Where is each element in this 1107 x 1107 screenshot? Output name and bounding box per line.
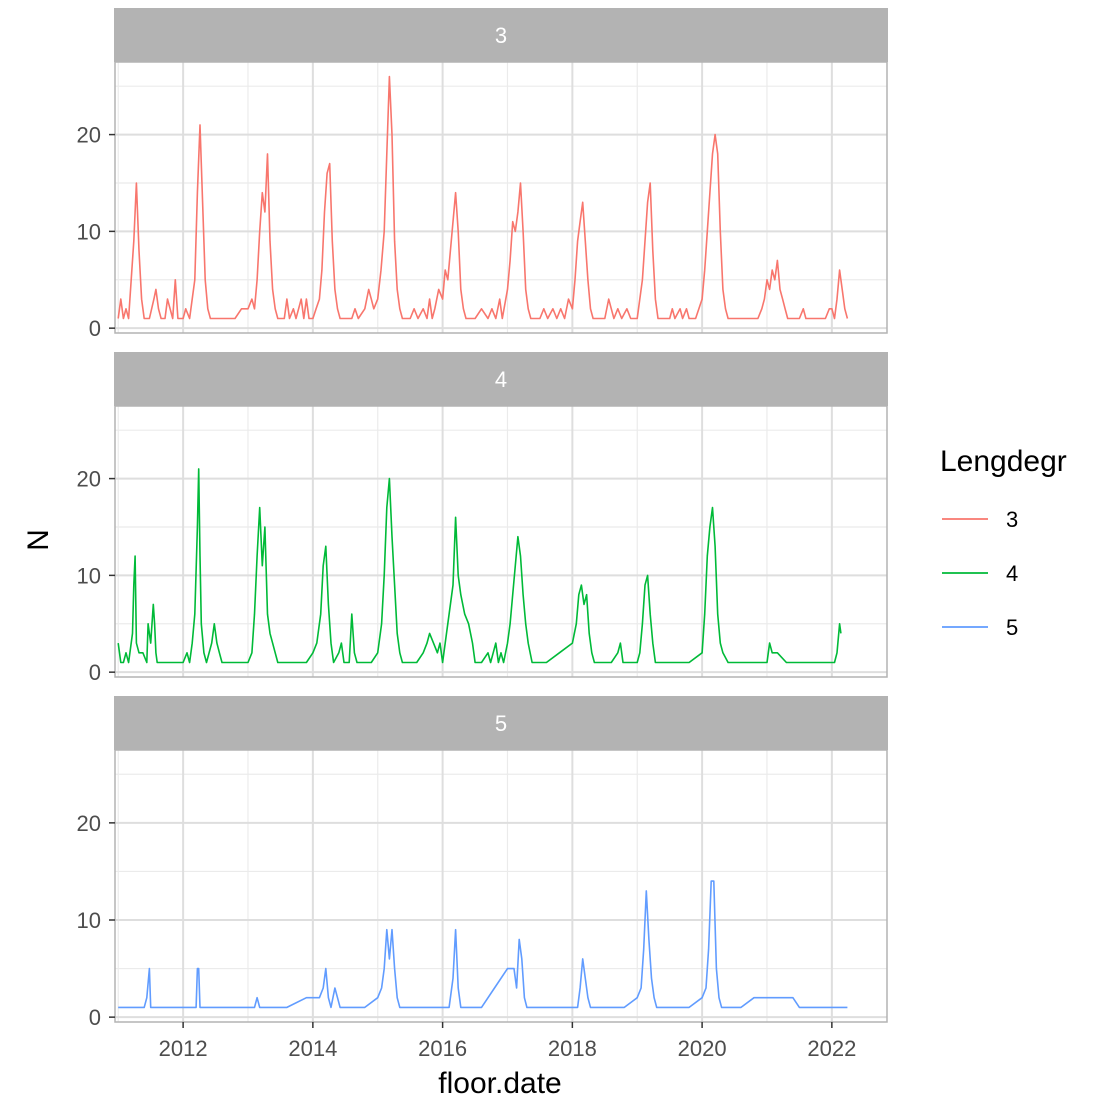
legend-item-5: 5 (942, 615, 1018, 640)
legend-item-label: 4 (1006, 561, 1018, 586)
y-tick-label: 0 (89, 316, 101, 341)
facet-strip (114, 352, 888, 406)
x-axis-title: floor.date (438, 1067, 561, 1100)
facet-strip (114, 696, 888, 750)
x-tick-label: 2018 (548, 1036, 597, 1061)
facet-panel-4: 4 0 10 20 (77, 352, 888, 685)
series-line-3 (117, 75, 849, 320)
panel-background (115, 406, 887, 677)
panel-background (115, 62, 887, 333)
series-line-4 (117, 468, 842, 664)
x-tick-label: 2014 (288, 1036, 337, 1061)
x-tick-label: 2012 (159, 1036, 208, 1061)
y-tick-label: 20 (77, 811, 101, 836)
panel-background (115, 750, 887, 1022)
facet-strip (114, 8, 888, 62)
y-tick-label: 20 (77, 467, 101, 492)
y-tick-label: 10 (77, 908, 101, 933)
y-tick-label: 0 (89, 660, 101, 685)
legend-item-4: 4 (942, 561, 1018, 586)
y-tick-label: 20 (77, 123, 101, 148)
y-tick-label: 10 (77, 563, 101, 588)
y-tick-label: 10 (77, 219, 101, 244)
facet-strip-label: 3 (495, 23, 507, 48)
legend-keys: 3 4 5 (942, 507, 1018, 640)
facet-strip-label: 5 (495, 711, 507, 736)
legend: Lengdegr 3 4 5 (940, 445, 1067, 640)
facet-panels: 3 0 10 20 4 0 10 20 5 0 10 20 (77, 8, 888, 1030)
series-line-5 (118, 880, 848, 1009)
y-axis-title: N (22, 529, 55, 551)
legend-item-3: 3 (942, 507, 1018, 532)
facet-panel-5: 5 0 10 20 (77, 696, 888, 1030)
y-tick-label: 0 (89, 1005, 101, 1030)
facet-panel-3: 3 0 10 20 (77, 8, 888, 341)
x-tick-label: 2022 (807, 1036, 856, 1061)
legend-item-label: 5 (1006, 615, 1018, 640)
facet-strip-label: 4 (495, 367, 507, 392)
legend-item-label: 3 (1006, 507, 1018, 532)
x-axis: 2012 2014 2016 2018 2020 2022 (159, 1022, 856, 1061)
x-tick-label: 2020 (678, 1036, 727, 1061)
legend-title: Lengdegr (940, 445, 1067, 478)
x-tick-label: 2016 (418, 1036, 467, 1061)
